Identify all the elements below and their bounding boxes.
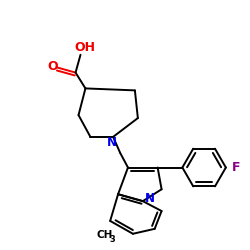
Text: CH: CH [96, 230, 112, 240]
Text: N: N [145, 192, 155, 205]
Text: O: O [48, 60, 58, 73]
Text: N: N [107, 136, 117, 149]
Text: 3: 3 [109, 235, 115, 244]
Text: OH: OH [74, 41, 95, 54]
Text: F: F [232, 161, 240, 174]
